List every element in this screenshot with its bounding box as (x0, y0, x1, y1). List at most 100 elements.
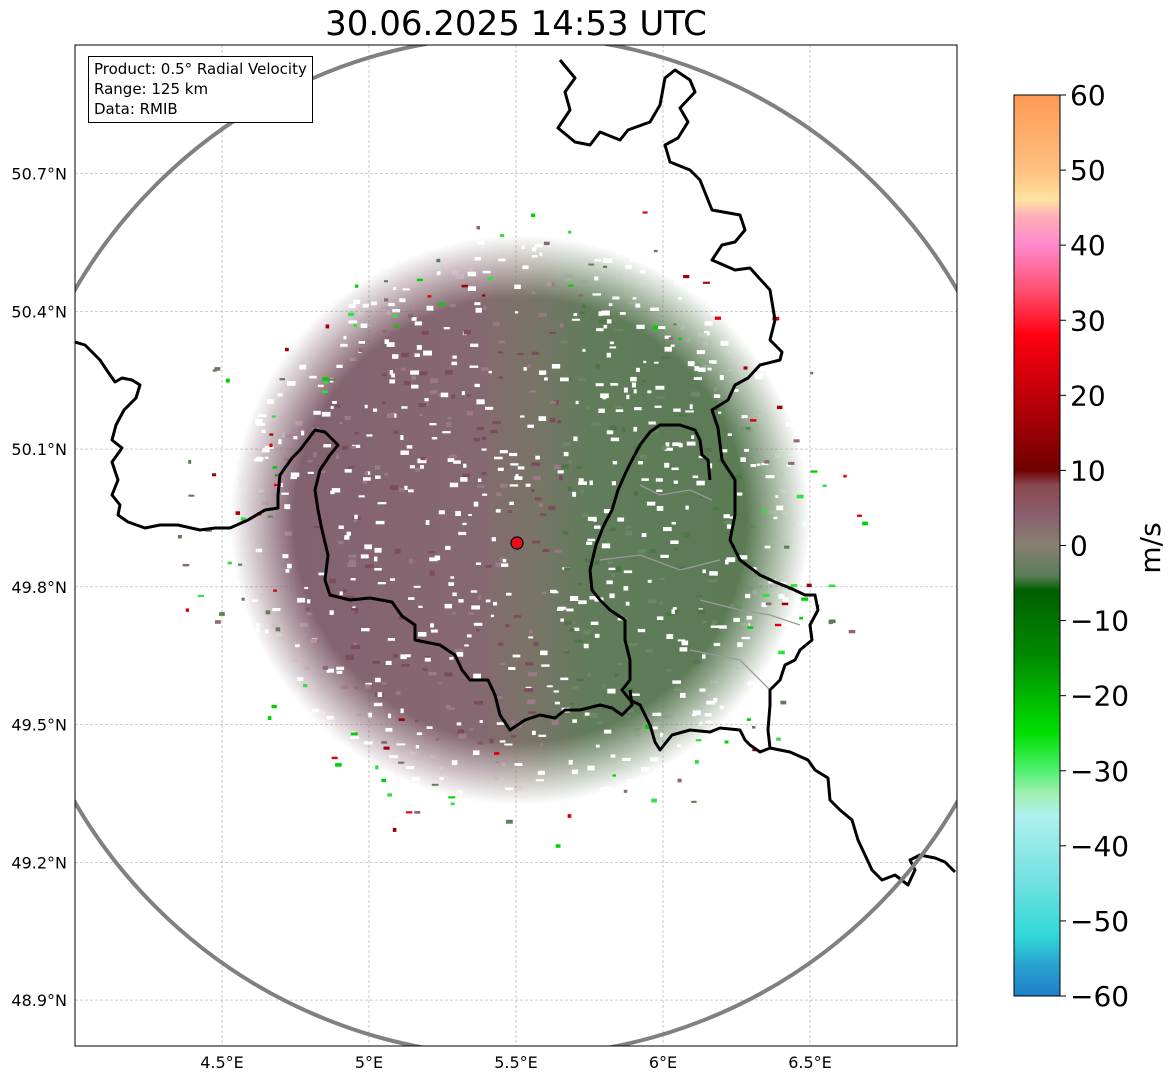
echo-pixel (546, 282, 552, 287)
echo-pixel (501, 762, 506, 767)
echo-pixel (567, 486, 572, 492)
echo-pixel (345, 595, 354, 601)
echo-pixel (684, 337, 690, 343)
echo-pixel (754, 574, 760, 577)
echo-pixel (386, 413, 395, 419)
echo-pixel (462, 473, 470, 478)
echo-pixel (514, 786, 523, 791)
echo-pixel (475, 562, 482, 565)
echo-pixel (828, 621, 833, 625)
echo-pixel (534, 244, 543, 248)
echo-pixel (514, 476, 523, 480)
echo-pixel (780, 700, 787, 705)
colorbar-tick-label: −10 (1070, 605, 1129, 638)
echo-pixel (726, 524, 733, 529)
echo-pixel (616, 787, 620, 792)
echo-pixel (806, 525, 812, 530)
colorbar-tick-label: 0 (1070, 530, 1088, 563)
echo-pixel (490, 429, 498, 434)
echo-pixel (429, 570, 435, 576)
echo-pixel (498, 340, 505, 344)
colorbar-unit-label: m/s (1134, 522, 1167, 573)
echo-pixel (563, 442, 571, 447)
x-tick-label: 5.5°E (494, 1053, 538, 1072)
echo-pixel (625, 531, 632, 536)
y-tick-label: 49.8°N (11, 578, 67, 597)
echo-pixel (307, 599, 311, 604)
echo-pixel (540, 743, 544, 747)
echo-pixel (468, 514, 472, 516)
echo-pixel (564, 567, 572, 571)
echo-pixel (461, 391, 465, 396)
echo-pixel (272, 608, 281, 612)
echo-pixel (666, 634, 674, 639)
echo-pixel (539, 370, 547, 375)
echo-pixel (510, 735, 517, 738)
echo-pixel (476, 629, 480, 632)
echo-pixel (610, 383, 619, 386)
echo-pixel (343, 335, 347, 340)
echo-pixel (423, 350, 432, 356)
echo-pixel (485, 406, 494, 410)
echo-pixel (612, 774, 616, 777)
echo-pixel (508, 667, 516, 670)
echo-pixel (538, 503, 544, 507)
echo-pixel (614, 328, 624, 332)
echo-pixel (672, 442, 681, 447)
echo-pixel (336, 670, 343, 674)
echo-pixel (715, 719, 722, 723)
echo-pixel (652, 325, 659, 330)
echo-pixel (595, 744, 600, 748)
echo-pixel (628, 642, 637, 647)
echo-pixel (435, 737, 440, 742)
echo-pixel (384, 298, 389, 302)
echo-pixel (555, 844, 561, 848)
echo-pixel (285, 347, 289, 352)
echo-pixel (320, 719, 327, 723)
radar-site-marker[interactable] (510, 536, 524, 550)
echo-pixel (182, 563, 190, 567)
echo-pixel (413, 585, 421, 588)
echo-pixel (463, 245, 467, 249)
echo-pixel (392, 827, 397, 832)
echo-pixel (353, 323, 358, 327)
echo-pixel (720, 340, 729, 346)
echo-pixel (696, 350, 706, 355)
echo-pixel (408, 313, 413, 318)
echo-pixel (578, 600, 587, 605)
echo-pixel (351, 445, 356, 449)
echo-pixel (255, 419, 263, 424)
echo-pixel (468, 612, 474, 615)
echo-pixel (654, 405, 662, 408)
echo-pixel (677, 778, 682, 783)
echo-pixel (750, 464, 756, 468)
echo-pixel (384, 472, 388, 476)
echo-pixel (290, 472, 300, 477)
echo-pixel (719, 375, 724, 380)
echo-pixel (400, 654, 407, 660)
echo-pixel (255, 548, 263, 553)
echo-pixel (372, 661, 380, 664)
echo-pixel (513, 615, 522, 618)
echo-pixel (549, 417, 556, 423)
echo-pixel (240, 517, 246, 521)
echo-pixel (523, 367, 527, 371)
echo-pixel (492, 322, 500, 327)
echo-pixel (399, 488, 405, 492)
echo-pixel (769, 511, 777, 515)
echo-pixel (529, 390, 536, 393)
echo-pixel (381, 373, 387, 377)
echo-pixel (532, 291, 536, 294)
echo-pixel (750, 419, 757, 422)
echo-pixel (384, 280, 388, 283)
echo-pixel (534, 497, 542, 501)
echo-pixel (387, 793, 392, 797)
echo-pixel (469, 268, 474, 272)
echo-pixel (300, 622, 309, 627)
echo-pixel (509, 501, 514, 505)
echo-pixel (671, 609, 675, 614)
echo-pixel (457, 729, 465, 735)
echo-pixel (278, 439, 282, 445)
echo-pixel (706, 340, 713, 344)
echo-pixel (435, 255, 440, 260)
